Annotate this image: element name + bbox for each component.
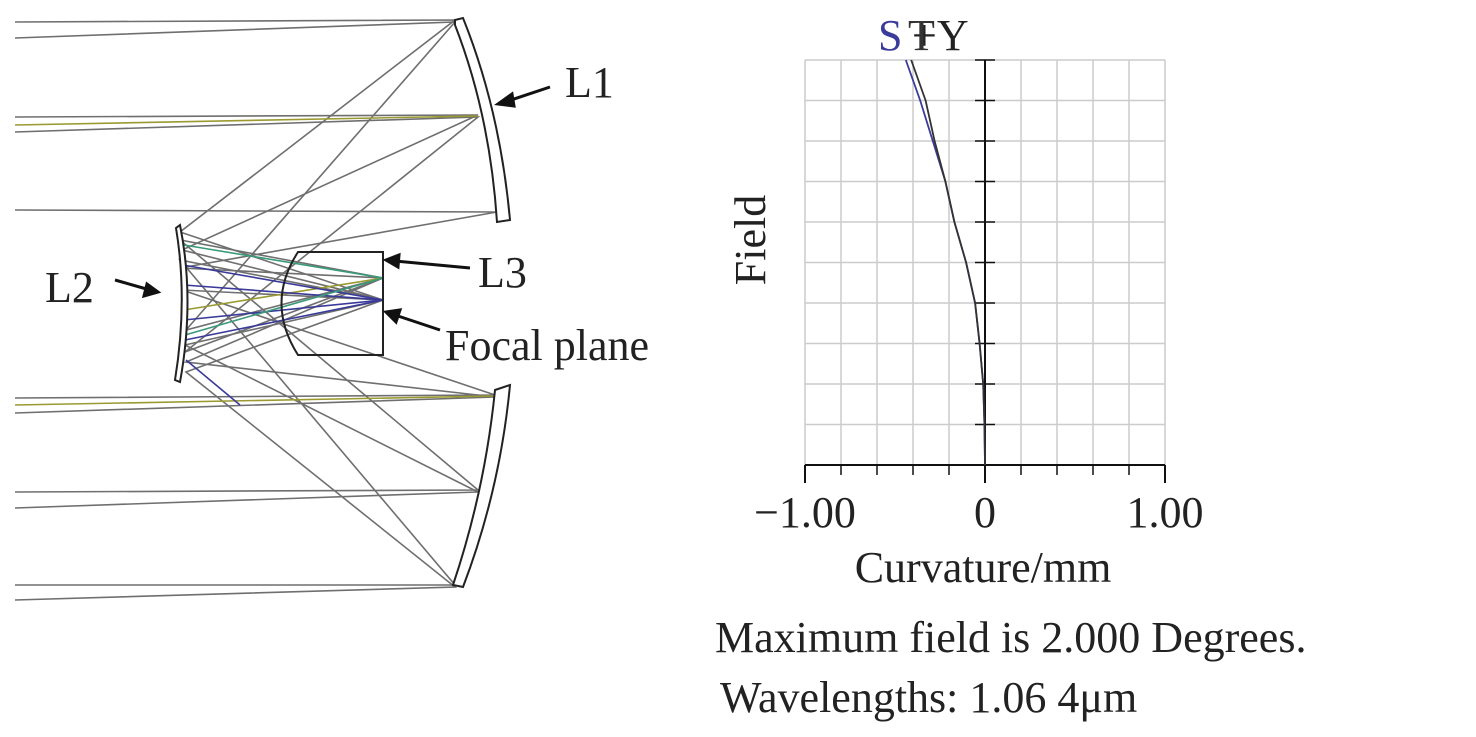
optical-layout: L1 L2 L3 Focal plane (14, 16, 649, 601)
colored-rays (14, 115, 496, 406)
y-axis-label: Field (726, 195, 775, 285)
x-tick-label: −1.00 (754, 488, 856, 537)
x-tick-label: 1.00 (1127, 488, 1204, 537)
label-l2: L2 (45, 263, 94, 312)
note: Maximum field is 2.000 Degrees. (715, 613, 1306, 662)
mirror-l1-lower (451, 383, 512, 589)
arrows (114, 85, 551, 332)
mirror-l2 (173, 223, 189, 384)
lens-l3 (280, 251, 384, 356)
x-axis-label: Curvature/mm (855, 543, 1112, 592)
legend-entry: T (908, 11, 935, 60)
x-tick-label: 0 (974, 488, 996, 537)
rays (14, 19, 498, 601)
legend-entry: S (878, 11, 902, 60)
mirror-l1-upper (454, 16, 512, 224)
label-l3: L3 (478, 248, 527, 297)
y-axis-top-label: +Y (912, 11, 969, 60)
label-focal-plane: Focal plane (445, 321, 649, 370)
label-l1: L1 (565, 58, 614, 107)
note: Wavelengths: 1.06 4μm (720, 673, 1137, 722)
series-line (910, 59, 986, 466)
